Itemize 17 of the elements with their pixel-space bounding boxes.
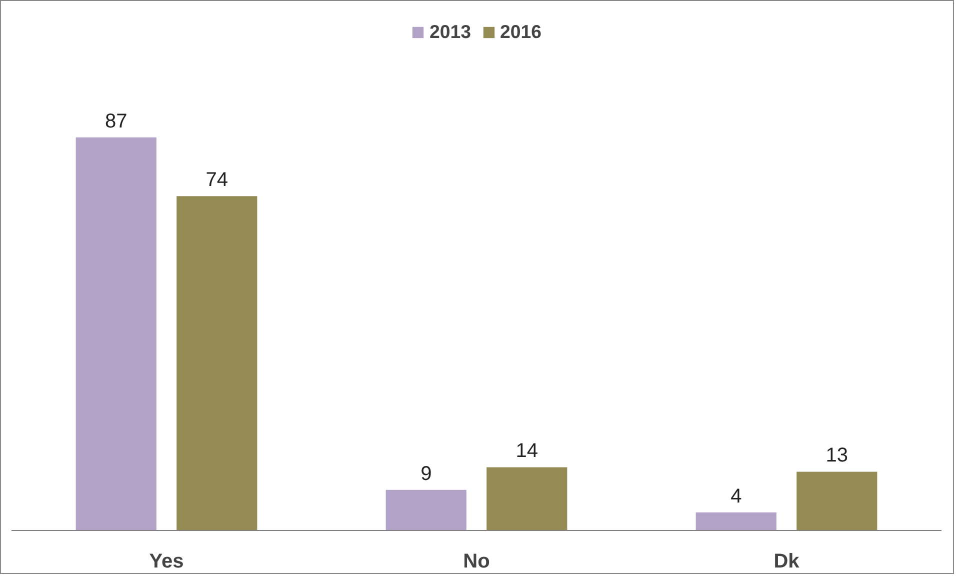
data-label: 87: [105, 110, 128, 132]
bar: [486, 467, 568, 530]
x-tick-label: Yes: [149, 550, 184, 572]
bar: [696, 512, 776, 530]
bar: [386, 490, 466, 530]
data-label: 13: [826, 444, 848, 467]
bar: [76, 137, 156, 530]
x-tick-label: No: [463, 550, 490, 572]
data-label: 14: [516, 440, 538, 462]
data-label: 74: [206, 169, 228, 192]
data-label: 4: [730, 485, 742, 508]
data-label: 9: [420, 462, 432, 485]
bar: [796, 472, 878, 530]
legend-label: 2016: [500, 21, 542, 43]
bar: [176, 196, 258, 530]
legend-label: 2013: [429, 21, 471, 43]
x-tick-label: Dk: [774, 550, 800, 572]
